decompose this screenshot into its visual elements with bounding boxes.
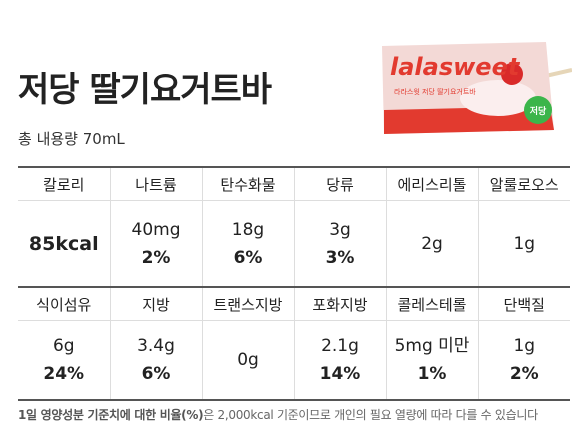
header-cell: 트랜스지방 [201,286,294,321]
percent: 6% [141,364,171,384]
amount: 3.4g [137,336,175,356]
header-cell: 에리스리톨 [385,166,478,201]
badge-text: 저당 [530,105,547,117]
value-cell: 6g 24% [18,320,110,401]
amount: 5mg 미만 [394,336,470,356]
brand: lalasweet [390,53,521,81]
amount: 40mg [131,219,181,240]
percent: 2% [141,247,171,268]
package-label: 라라스윗 저당 딸기요거트바 [394,87,476,96]
header-row: 식이섬유 지방 트랜스지방 포화지방 콜레스테롤 단백질 [18,286,570,321]
percent: 6% [233,247,263,268]
header-cell: 단백질 [477,286,570,321]
amount: 85kcal [28,232,99,255]
value-row: 85kcal 40mg 2% 18g 6% 3g 3% 2g 1g [18,200,570,288]
strawberry [501,63,523,85]
percent: 24% [43,364,85,384]
amount: 3g [329,219,351,240]
product-image: lalasweet 라라스윗 저당 딸기요거트바 저당 [382,42,572,134]
footnote-text: 은 2,000kcal 기준이므로 개인의 필요 열량에 따라 다를 수 있습니… [203,408,538,422]
subtitle: 총 내용량 70mL [18,130,125,148]
header-cell: 칼로리 [18,166,110,201]
value-row: 6g 24% 3.4g 6% 0g 2.1g 14% 5mg 미만 1% 1g 2% [18,320,570,401]
value-cell: 2.1g 14% [293,320,386,401]
amount: 1g [513,233,536,254]
header-cell: 콜레스테롤 [385,286,478,321]
value-cell: 40mg 2% [109,200,202,287]
value-cell: 2g [385,200,478,287]
value-cell: 1g [477,200,570,287]
header-cell: 지방 [109,286,202,321]
percent: 3% [325,247,355,268]
percent: 14% [319,364,361,384]
value-cell: 1g 2% [477,320,570,401]
value-cell: 18g 6% [201,200,294,287]
value-cell: 5mg 미만 1% [385,320,478,401]
value-cell: 3g 3% [293,200,386,287]
value-cell: 3.4g 6% [109,320,202,401]
amount: 0g [237,350,259,370]
badge [524,96,552,124]
amount: 2g [421,233,443,254]
title: 저당 딸기요거트바 [18,70,272,110]
header-cell: 당류 [293,166,386,201]
value-cell: 0g [201,320,294,401]
header-row: 칼로리 나트륨 탄수화물 당류 에리스리톨 알룰로오스 [18,166,570,201]
amount: 6g [52,336,75,356]
header-cell: 나트륨 [109,166,202,201]
header-cell: 식이섬유 [18,286,110,321]
header-cell: 포화지방 [293,286,386,321]
header-cell: 알룰로오스 [477,166,570,201]
amount: 1g [513,336,536,356]
amount: 2.1g [321,336,359,356]
percent: 2% [509,364,539,384]
amount: 18g [231,219,265,240]
percent: 1% [417,364,447,384]
nutrition-table: 칼로리 나트륨 탄수화물 당류 에리스리톨 알룰로오스 85kcal 40mg 2% 18g 6% 3… [18,166,570,401]
footnote: 1일 영양성분 기준치에 대한 비율(%)은 2,000kcal 기준이므로 개… [18,406,538,423]
footnote-bold: 1일 영양성분 기준치에 대한 비율(%) [18,408,204,422]
bar [460,80,536,116]
header-cell: 탄수화물 [201,166,294,201]
value-cell: 85kcal [18,201,110,288]
